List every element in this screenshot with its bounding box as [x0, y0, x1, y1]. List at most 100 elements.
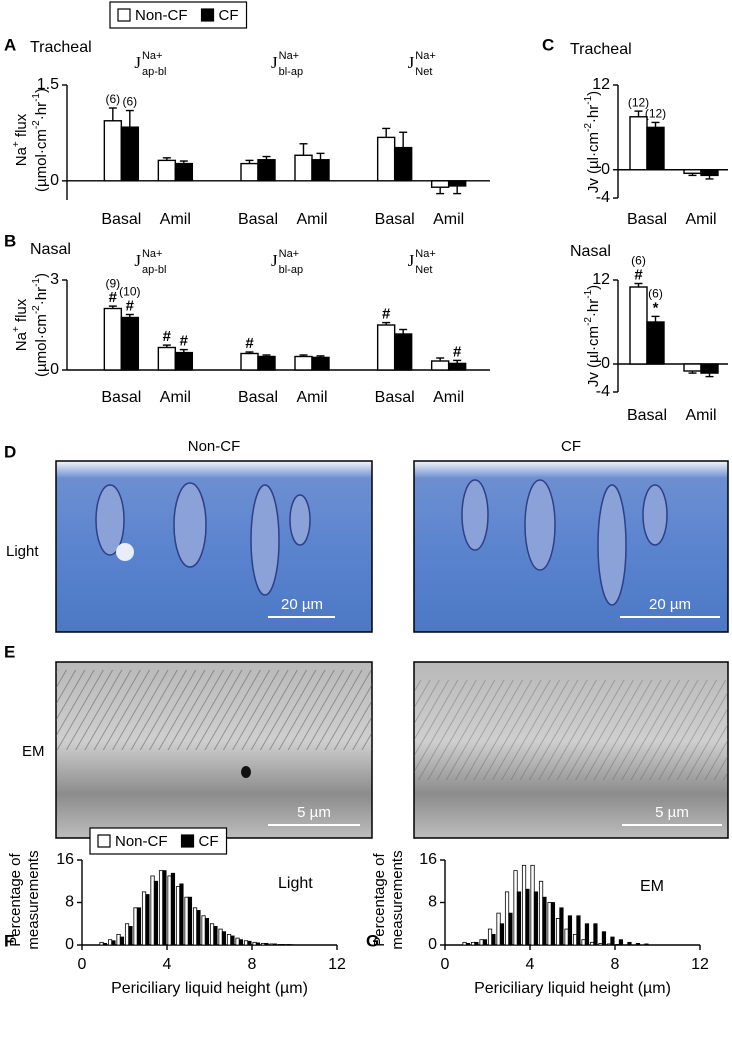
panel-letter: B [4, 231, 16, 250]
bar [120, 126, 140, 182]
hist-bar [496, 912, 501, 946]
hist-bar [525, 888, 530, 946]
bar-annotation: (12) [645, 107, 666, 121]
panel-title: Nasal [30, 241, 71, 258]
y-axis-label-part: (µmol·cm [33, 129, 50, 192]
x-tick-label: 8 [611, 956, 620, 973]
hist-bar [286, 944, 291, 946]
y-tick-label: 3 [50, 271, 59, 288]
hist-bar [204, 918, 210, 946]
hist-bar [133, 907, 138, 946]
hist-bar [550, 902, 556, 946]
x-tick-label: 0 [441, 956, 450, 973]
hist-bar [533, 891, 539, 946]
x-tick-label: 0 [78, 956, 87, 973]
hist-bar [618, 939, 624, 946]
hist-bar [635, 943, 641, 946]
y-axis-label-part: ) [33, 88, 50, 93]
hist-bar [260, 943, 266, 946]
hist-bar [482, 939, 488, 946]
hist-bar [238, 939, 244, 946]
legend-swatch [97, 834, 111, 848]
y-tick-label: 0 [65, 936, 74, 953]
bar [240, 352, 259, 371]
bar [430, 180, 450, 188]
hist-bar [491, 933, 496, 946]
hist-bar [516, 891, 522, 946]
bar [294, 154, 313, 182]
hist-bar [479, 939, 484, 946]
bar [103, 307, 123, 371]
hist-bar [252, 941, 257, 946]
bar [447, 362, 467, 371]
group-label-sup: Na+ [279, 50, 300, 62]
x-tick-label: Amil [685, 407, 716, 424]
y-axis-label-part: Percentage of [371, 852, 388, 946]
hist-bar [470, 941, 476, 946]
hist-bar [111, 940, 116, 946]
y-tick-label: 16 [419, 851, 437, 868]
bar [311, 159, 330, 182]
column-label: CF [561, 438, 581, 455]
y-tick-label: 1.5 [37, 76, 59, 93]
x-tick-label: Amil [433, 211, 464, 228]
bar [683, 169, 702, 174]
hist-bar [559, 907, 564, 946]
hist-bar [601, 931, 607, 946]
hist-bar [542, 896, 547, 946]
hist-bar [264, 943, 269, 946]
y-axis-label: Na+ flux [11, 113, 30, 166]
y-axis-label: measurements [389, 850, 406, 949]
group-label-sup: Na+ [415, 248, 436, 260]
y-axis-label-part: ) [585, 285, 602, 290]
bar-annotation: (10) [119, 285, 140, 299]
hist-bar [255, 942, 261, 946]
row-label: EM [22, 743, 45, 760]
hist-bar [581, 939, 586, 946]
y-axis-label: Percentage of [371, 852, 388, 946]
hist-bar [530, 864, 535, 946]
hist-bar [209, 923, 215, 946]
legend-label: Non-CF [135, 7, 188, 24]
group-label-sub: bl-ap [279, 66, 303, 78]
bar-annotation: # [109, 289, 118, 306]
group-label-sub: ap-bl [142, 264, 166, 276]
em-micrographs [55, 661, 729, 839]
hist-bar [201, 915, 206, 946]
y-axis-label: measurements [25, 850, 42, 949]
hist-bar [465, 943, 471, 946]
bar [376, 324, 396, 371]
x-tick-label: Basal [627, 211, 667, 228]
bar-annotation: # [634, 266, 643, 283]
y-axis-label: Jv (µl·cm-2·hr-1) [583, 91, 602, 193]
hist-bar [538, 880, 544, 946]
y-tick-label: 0 [50, 361, 59, 378]
y-axis-label-part: -1 [583, 95, 594, 104]
y-axis-label: (µmol·cm-2·hr-1) [31, 88, 50, 192]
bar [120, 316, 140, 371]
group-label: J [408, 251, 415, 270]
x-tick-label: Amil [296, 389, 327, 406]
group-label-sup: Na+ [142, 50, 163, 62]
x-tick-label: Amil [160, 211, 191, 228]
bar [240, 162, 259, 182]
y-axis-label-part: measurements [389, 850, 406, 949]
bar [700, 169, 719, 177]
bar [629, 286, 648, 365]
hist-bar [462, 941, 467, 946]
x-tick-label: Basal [375, 211, 415, 228]
x-tick-label: Basal [101, 211, 141, 228]
hist-bar [513, 870, 518, 946]
hist-bar [564, 928, 569, 946]
hist-bar [606, 943, 612, 946]
y-axis-label-part: + [11, 326, 22, 332]
y-axis-label-part: ·hr [585, 299, 602, 317]
hist-bar [281, 944, 286, 946]
group-label: J [408, 53, 415, 72]
x-tick-label: 8 [248, 956, 257, 973]
hist-bar [584, 923, 590, 946]
y-axis-label-part: (µmol·cm [33, 314, 50, 377]
x-tick-label: Basal [375, 389, 415, 406]
hist-bar [547, 902, 552, 946]
hist-bar [474, 941, 479, 946]
